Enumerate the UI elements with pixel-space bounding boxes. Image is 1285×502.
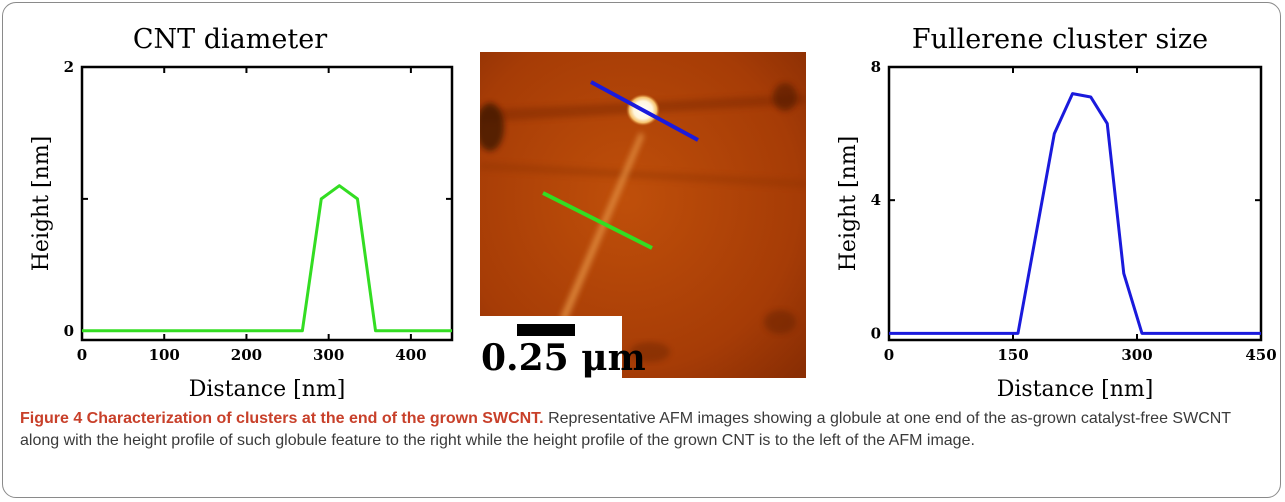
x-tick-label: 100 bbox=[149, 346, 180, 364]
plot-frame bbox=[887, 65, 1263, 342]
plot-frame bbox=[80, 65, 454, 342]
y-tick-label: 0 bbox=[871, 324, 881, 342]
chart-title: CNT diameter bbox=[133, 24, 327, 55]
x-tick-label: 300 bbox=[313, 346, 344, 364]
y-axis-label: Height [nm] bbox=[836, 136, 861, 272]
scale-bar-label: 0.25 μm bbox=[481, 337, 646, 379]
x-tick-label: 450 bbox=[1245, 346, 1276, 364]
x-tick-label: 150 bbox=[997, 346, 1028, 364]
figure-caption: Figure 4 Characterization of clusters at… bbox=[20, 408, 1265, 452]
cnt-diameter-chart-svg: CNT diameter 0 100 200 300 400 0 2 Distance [nm]… bbox=[29, 24, 454, 402]
fullerene-cluster-chart: Fullerene cluster size 0 150 300 450 0 4 8 Dista… bbox=[815, 0, 1285, 408]
y-tick-label: 4 bbox=[871, 191, 881, 209]
caption-title: Figure 4 Characterization of clusters at… bbox=[20, 410, 544, 427]
x-tick-label: 0 bbox=[884, 346, 894, 364]
green-profile-line bbox=[542, 191, 653, 250]
cnt-diameter-chart: CNT diameter 0 100 200 300 400 0 2 Distance [nm]… bbox=[0, 0, 470, 408]
scale-bar bbox=[517, 324, 575, 336]
x-tick-label: 200 bbox=[231, 346, 262, 364]
x-tick-label: 400 bbox=[395, 346, 426, 364]
series-line bbox=[889, 92, 1261, 335]
y-tick-label: 0 bbox=[64, 322, 74, 340]
x-tick-label: 0 bbox=[77, 346, 87, 364]
y-tick-label: 8 bbox=[871, 58, 881, 76]
fullerene-cluster-chart-svg: Fullerene cluster size 0 150 300 450 0 4 8 Dista… bbox=[836, 24, 1277, 402]
caption-text: Representative AFM images showing a glob… bbox=[20, 410, 1231, 449]
y-tick-label: 2 bbox=[64, 58, 74, 76]
x-axis-label: Distance [nm] bbox=[997, 377, 1154, 402]
y-axis-label: Height [nm] bbox=[29, 136, 54, 272]
x-axis-label: Distance [nm] bbox=[189, 377, 346, 402]
series-line bbox=[82, 184, 452, 333]
blue-profile-line bbox=[590, 80, 699, 142]
x-tick-label: 300 bbox=[1121, 346, 1152, 364]
chart-title: Fullerene cluster size bbox=[912, 24, 1208, 55]
nanotube-feature bbox=[560, 132, 644, 322]
